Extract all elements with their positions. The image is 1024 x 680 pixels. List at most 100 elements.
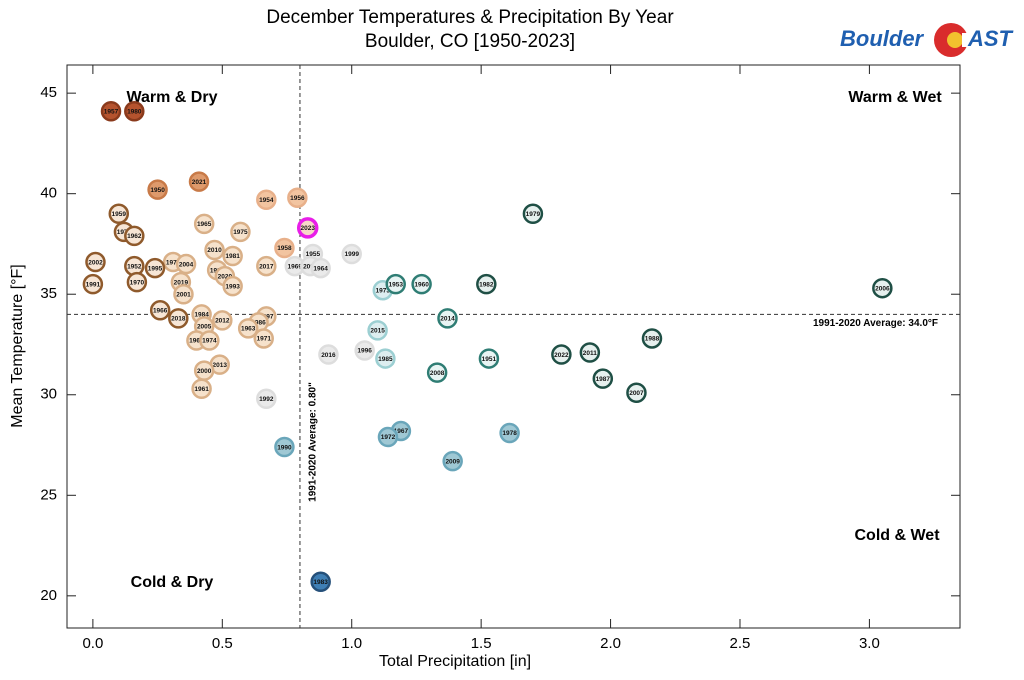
point-marker [237,318,259,339]
point-marker [230,221,251,243]
point: 1964 [310,257,331,279]
point-label: 1979 [526,211,541,218]
point-marker [256,388,277,410]
reference-label: 1991-2020 Average: 0.80" [308,382,319,502]
point-marker [579,342,601,363]
plot-frame [66,64,961,629]
x-axis-label: Total Precipitation [in] [379,653,531,670]
point-marker [641,328,663,349]
point: 1950 [147,179,168,200]
point-label: 1968 [189,338,204,345]
point-label: 1970 [130,279,145,286]
point-label: 2015 [370,328,385,335]
point: 2015 [367,320,388,341]
point: 1980 [124,100,145,122]
point-marker [82,273,104,295]
point-label: 1957 [104,108,119,115]
point: 1970 [126,271,148,293]
point-label: 1953 [388,281,403,288]
point: 2023 [296,217,319,239]
point-label: 1974 [202,338,217,345]
point: 1958 [274,237,295,259]
point: 1965 [193,213,215,235]
point-label: 1972 [381,434,396,441]
point-label: 1978 [502,430,517,437]
point-label: 1986 [251,320,266,327]
point: 1983 [310,571,331,593]
reference-label: 1991-2020 Average: 34.0°F [813,318,938,329]
point-marker [426,362,448,383]
x-tick-label: 3.0 [859,635,880,652]
point-label: 1981 [225,253,240,260]
point-label: 1963 [241,326,256,333]
point: 1961 [191,378,212,399]
point-label: 1956 [290,195,305,202]
point-label: 1964 [313,265,328,272]
point-label: 1958 [277,245,292,252]
point-label: 1985 [378,356,393,363]
point-label: 1951 [482,356,497,363]
point-label: 1980 [127,108,142,115]
point-label: 1959 [112,211,127,218]
y-tick-label: 30 [40,386,57,403]
point: 1987 [592,368,614,389]
point-marker [222,245,243,267]
point-label: 1961 [194,386,209,393]
point-marker [375,348,396,369]
point: 1953 [385,273,406,295]
point-label: 2013 [212,362,227,369]
point-marker [193,213,215,235]
point: 1985 [375,348,396,369]
point: 1996 [354,340,375,361]
point-label: 1962 [127,233,142,240]
point-marker [85,251,106,273]
point: 2008 [426,362,448,383]
point-label: 1955 [306,251,321,258]
y-axis-label: Mean Temperature [°F] [9,264,26,428]
chart-title: December Temperatures & Precipitation By… [266,7,674,28]
point: 1972 [377,426,399,448]
point-marker [124,100,145,122]
point-marker [173,283,194,305]
point-marker [411,273,432,295]
y-tick-label: 20 [40,587,57,604]
point-marker [204,239,225,261]
point: 2007 [626,382,647,403]
point-marker [222,275,243,297]
point-marker [310,571,331,593]
point-label: 1993 [225,283,240,290]
point-marker [626,382,647,403]
logo-text: Boulder [840,26,925,51]
logo-icon [934,23,970,57]
point: 1963 [237,318,259,339]
point: 1956 [287,187,308,208]
point-label: 2022 [554,352,569,359]
point-label: 1965 [197,221,212,228]
point-marker [188,171,210,192]
point-label: 2004 [179,261,194,268]
point-label: 1960 [414,281,429,288]
point-label: 2023 [300,225,315,232]
point: 2022 [551,344,572,365]
point-label: 1990 [277,444,292,451]
quadrant-label: Cold & Wet [854,527,940,544]
point-label: 2008 [430,370,445,377]
point-marker [124,225,145,247]
point: 1991 [82,273,104,295]
point-label: 1996 [357,348,372,355]
point-marker [256,189,277,210]
y-tick-label: 45 [40,84,57,101]
point: 2009 [442,450,463,472]
point: 1992 [256,388,277,410]
quadrant-label: Warm & Dry [127,89,218,106]
point: 2001 [173,283,194,305]
point-marker [341,243,362,265]
point-label: 2001 [176,291,191,298]
point-label: 2017 [259,263,274,270]
point-label: 1971 [256,336,271,343]
point-label: 1966 [153,308,168,315]
point: 1960 [411,273,432,295]
point: 1978 [499,422,520,444]
point-label: 2005 [197,324,212,331]
point-marker [149,300,171,321]
